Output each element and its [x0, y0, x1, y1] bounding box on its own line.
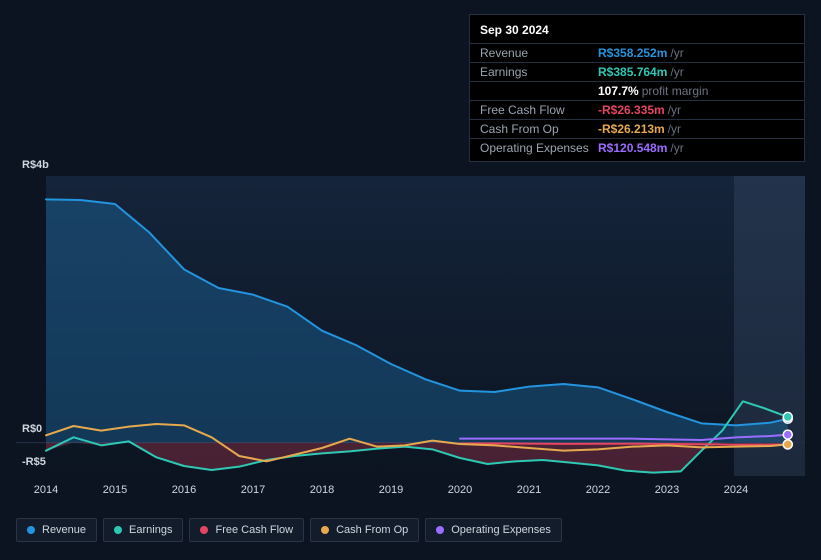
- tooltip-row-label: [480, 84, 598, 98]
- legend-item[interactable]: Revenue: [16, 518, 97, 542]
- legend-dot-icon: [321, 526, 329, 534]
- x-axis-label: 2016: [172, 484, 196, 496]
- tooltip-row-value: R$385.764m: [598, 65, 667, 79]
- tooltip-row-unit: /yr: [670, 141, 683, 155]
- legend-label: Cash From Op: [336, 524, 408, 536]
- x-axis-label: 2015: [103, 484, 127, 496]
- legend-label: Free Cash Flow: [215, 524, 293, 536]
- x-axis-label: 2019: [379, 484, 403, 496]
- legend-item[interactable]: Earnings: [103, 518, 183, 542]
- x-axis: 2014 2015 2016 2017 2018 2019 2020 2021 2022 2023…: [16, 484, 805, 500]
- x-axis-label: 2021: [517, 484, 541, 496]
- tooltip-row-label: Cash From Op: [480, 122, 598, 136]
- tooltip-row-value: -R$26.213m: [598, 122, 665, 136]
- tooltip-row: Cash From Op-R$26.213m/yr: [470, 120, 804, 139]
- tooltip-row-unit: /yr: [668, 122, 681, 136]
- legend-dot-icon: [27, 526, 35, 534]
- tooltip-row-value: 107.7%: [598, 84, 639, 98]
- tooltip-row: Operating ExpensesR$120.548m/yr: [470, 139, 804, 157]
- x-axis-label: 2022: [586, 484, 610, 496]
- legend-label: Operating Expenses: [451, 524, 551, 536]
- legend-dot-icon: [200, 526, 208, 534]
- legend-dot-icon: [114, 526, 122, 534]
- x-axis-label: 2017: [241, 484, 265, 496]
- tooltip-row-unit: /yr: [670, 65, 683, 79]
- legend-label: Earnings: [129, 524, 172, 536]
- x-axis-label: 2018: [310, 484, 334, 496]
- tooltip-date: Sep 30 2024: [470, 19, 804, 44]
- tooltip-row-label: Free Cash Flow: [480, 103, 598, 117]
- y-axis-label: R$4b: [22, 159, 49, 171]
- tooltip-row-label: Revenue: [480, 46, 598, 60]
- tooltip-row-label: Operating Expenses: [480, 141, 598, 155]
- x-axis-label: 2020: [448, 484, 472, 496]
- tooltip-row: 107.7%profit margin: [470, 82, 804, 101]
- legend-label: Revenue: [42, 524, 86, 536]
- chart-plot-area[interactable]: [16, 176, 805, 476]
- x-axis-label: 2023: [655, 484, 679, 496]
- legend: Revenue Earnings Free Cash Flow Cash From O…: [16, 518, 562, 542]
- tooltip-row-unit: profit margin: [642, 84, 709, 98]
- tooltip-row: EarningsR$385.764m/yr: [470, 63, 804, 82]
- legend-dot-icon: [436, 526, 444, 534]
- x-axis-label: 2014: [34, 484, 58, 496]
- tooltip-row-value: -R$26.335m: [598, 103, 665, 117]
- tooltip-row: Free Cash Flow-R$26.335m/yr: [470, 101, 804, 120]
- tooltip-row-value: R$120.548m: [598, 141, 667, 155]
- tooltip-row-label: Earnings: [480, 65, 598, 79]
- tooltip-row-unit: /yr: [670, 46, 683, 60]
- legend-item[interactable]: Operating Expenses: [425, 518, 562, 542]
- x-axis-label: 2024: [724, 484, 748, 496]
- legend-item[interactable]: Free Cash Flow: [189, 518, 304, 542]
- data-tooltip: Sep 30 2024 RevenueR$358.252m/yrEarnings…: [469, 14, 805, 162]
- tooltip-row-value: R$358.252m: [598, 46, 667, 60]
- legend-item[interactable]: Cash From Op: [310, 518, 419, 542]
- tooltip-row: RevenueR$358.252m/yr: [470, 44, 804, 63]
- tooltip-row-unit: /yr: [668, 103, 681, 117]
